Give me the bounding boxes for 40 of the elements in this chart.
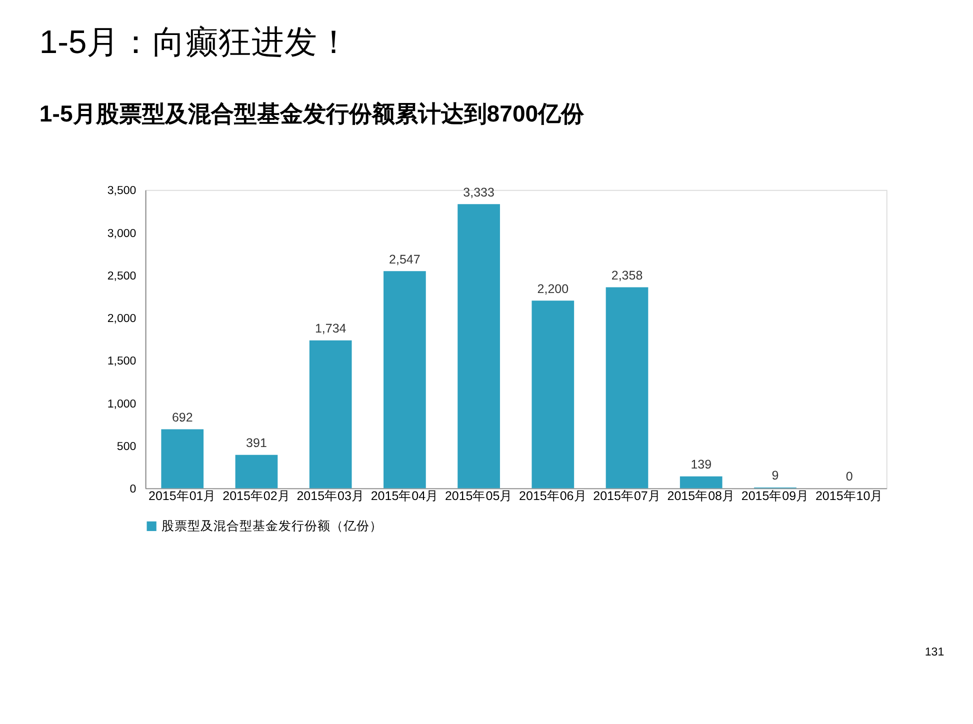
x-tick-label: 2015年06月 [519, 489, 587, 504]
y-tick-label: 0 [130, 484, 136, 496]
bar [458, 204, 500, 488]
x-tick-label: 2015年03月 [296, 489, 364, 504]
chart-title: 1-5月：向癫狂进发！ [39, 23, 351, 60]
text: 9 [772, 468, 779, 483]
text: 2,358 [611, 268, 643, 283]
x-tick-label: 2015年10月 [815, 489, 884, 504]
x-tick-label: 2015年09月 [741, 489, 810, 504]
bar [235, 454, 278, 488]
x-tick-label: 2015年04月 [370, 489, 439, 504]
text: 391 [246, 436, 267, 450]
text: 2,200 [537, 282, 569, 296]
x-tick-label: 2015年01月 [148, 489, 216, 504]
legend-label: 股票型及混合型基金发行份额（亿份） [162, 519, 383, 534]
y-tick-label: 1,000 [107, 398, 136, 410]
x-tick-label: 2015年05月 [444, 489, 513, 504]
bar [606, 287, 648, 488]
bar [680, 476, 722, 488]
y-tick-label: 2,500 [107, 270, 136, 282]
text: 3,333 [463, 185, 494, 200]
text: 692 [172, 410, 193, 425]
text: 0 [846, 470, 853, 484]
bar [532, 300, 574, 488]
y-tick-label: 3,500 [107, 185, 136, 198]
y-tick-label: 2,000 [107, 313, 136, 326]
bar [384, 271, 426, 488]
x-tick-label: 2015年07月 [593, 489, 661, 504]
x-tick-label: 2015年02月 [222, 489, 290, 504]
text: 131 [924, 646, 944, 659]
bar [309, 340, 352, 488]
bar [161, 429, 204, 488]
y-tick-label: 3,000 [107, 228, 136, 240]
y-tick-label: 500 [116, 440, 136, 453]
text: 1,734 [314, 322, 346, 336]
text: 2,547 [389, 252, 420, 266]
text: 139 [690, 458, 712, 472]
y-tick-label: 1,500 [107, 356, 136, 368]
chart-subtitle: 1-5月股票型及混合型基金发行份额累计达到8700亿份 [39, 100, 586, 127]
x-tick-label: 2015年08月 [667, 489, 735, 504]
